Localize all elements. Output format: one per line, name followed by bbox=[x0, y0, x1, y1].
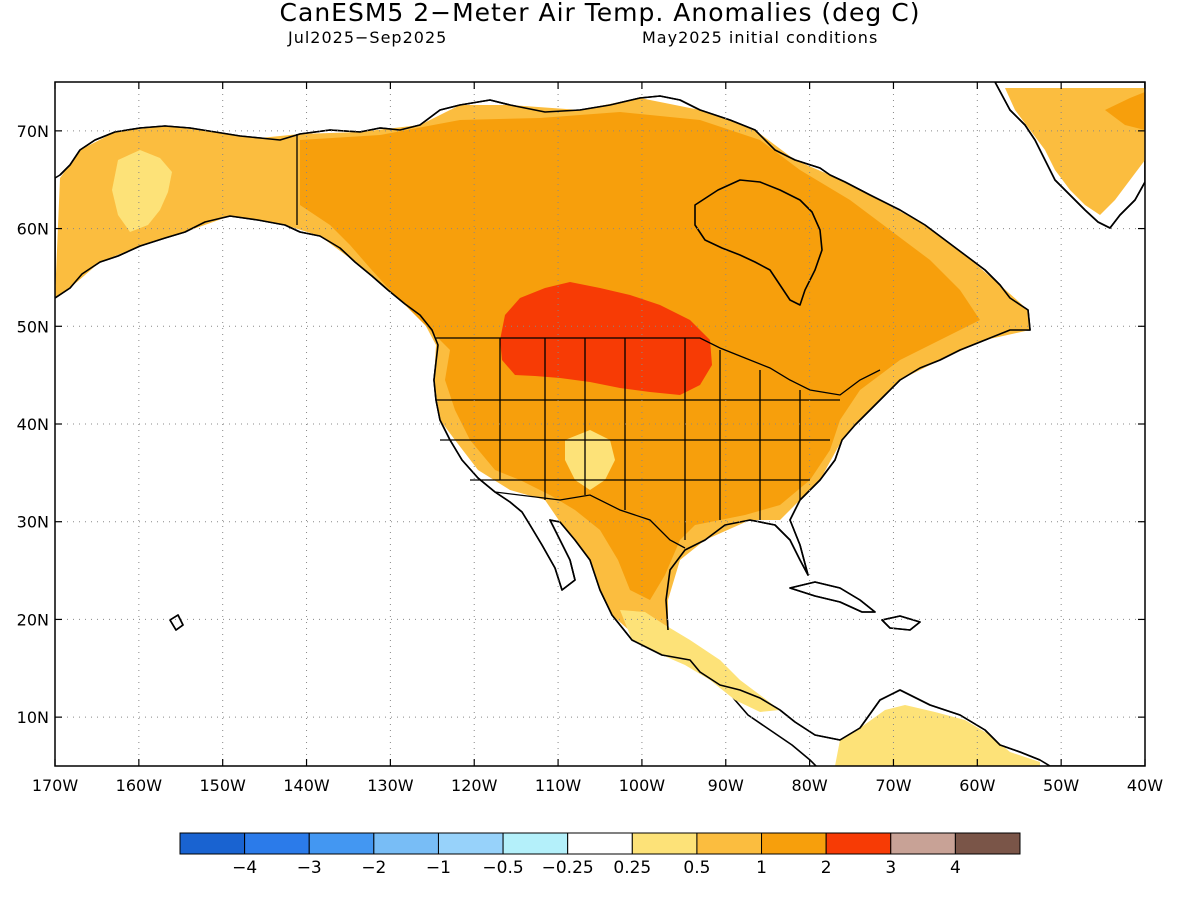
lat-tick-label: 30N bbox=[17, 513, 49, 532]
anomaly-0.25-0.5-southwest bbox=[565, 430, 615, 490]
lon-tick-label: 140W bbox=[283, 776, 330, 795]
anomaly-0.25-0.5-central-america bbox=[620, 610, 780, 712]
lon-tick-label: 100W bbox=[619, 776, 666, 795]
colorbar-swatch bbox=[954, 832, 1021, 855]
lon-tick-label: 150W bbox=[200, 776, 247, 795]
colorbar-swatch bbox=[244, 832, 310, 855]
anomaly-1-2-greenland bbox=[1105, 92, 1145, 130]
lat-tick-label: 40N bbox=[17, 415, 49, 434]
colorbar-label: 1 bbox=[756, 858, 767, 878]
colorbar-label: −0.5 bbox=[482, 858, 523, 878]
lon-tick-label: 60W bbox=[959, 776, 995, 795]
lon-tick-label: 70W bbox=[875, 776, 911, 795]
colorbar-label: 0.5 bbox=[683, 858, 710, 878]
colorbar-label: −2 bbox=[361, 858, 386, 878]
lon-tick-label: 160W bbox=[116, 776, 163, 795]
anomaly-shading bbox=[55, 88, 1145, 766]
lon-tick-label: 90W bbox=[708, 776, 744, 795]
colorbar-swatch bbox=[890, 832, 956, 855]
lon-tick-label: 40W bbox=[1127, 776, 1163, 795]
anomaly-0.5-1-greenland bbox=[1005, 88, 1145, 215]
forecast-period: Jul2025−Sep2025 bbox=[288, 28, 448, 47]
map-title: CanESM5 2−Meter Air Temp. Anomalies (deg… bbox=[279, 0, 921, 27]
anomaly-0.25-0.5-alaska bbox=[112, 150, 172, 232]
colorbar-swatch bbox=[825, 832, 892, 855]
lon-tick-label: 80W bbox=[792, 776, 828, 795]
colorbar-swatch bbox=[631, 832, 698, 855]
lat-tick-label: 70N bbox=[17, 122, 49, 141]
colorbar-label: 2 bbox=[821, 858, 832, 878]
lon-tick-label: 130W bbox=[367, 776, 414, 795]
lat-tick-label: 50N bbox=[17, 317, 49, 336]
colorbar-swatch bbox=[502, 832, 569, 855]
colorbar-swatch bbox=[179, 832, 246, 855]
latitude-labels: 10N 20N 30N 40N 50N 60N 70N bbox=[17, 122, 49, 727]
us-mexico-border bbox=[494, 491, 686, 549]
lat-tick-label: 20N bbox=[17, 610, 49, 629]
colorbar-label: 0.25 bbox=[613, 858, 651, 878]
colorbar-swatch bbox=[567, 832, 633, 855]
initial-conditions: May2025 initial conditions bbox=[642, 28, 879, 47]
colorbar-labels: −4 −3 −2 −1 −0.5 −0.25 0.25 0.5 1 2 3 4 bbox=[232, 858, 961, 878]
colorbar-label: 3 bbox=[885, 858, 896, 878]
lat-lon-grid bbox=[55, 82, 1145, 766]
anomaly-0.25-0.5-venezuela bbox=[835, 705, 1040, 766]
us-canada-border bbox=[436, 337, 881, 396]
colorbar-swatch bbox=[373, 832, 439, 855]
colorbar-swatch bbox=[761, 832, 827, 855]
colorbar-swatch bbox=[696, 832, 763, 855]
lon-tick-label: 120W bbox=[451, 776, 498, 795]
lon-tick-label: 170W bbox=[32, 776, 79, 795]
colorbar-label: −4 bbox=[232, 858, 257, 878]
colorbar-swatch bbox=[437, 832, 504, 855]
colorbar-label: −1 bbox=[426, 858, 451, 878]
colorbar-swatch bbox=[308, 832, 375, 855]
lat-tick-label: 10N bbox=[17, 708, 49, 727]
colorbar-label: −0.25 bbox=[542, 858, 594, 878]
colorbar-label: 4 bbox=[950, 858, 961, 878]
lon-tick-label: 110W bbox=[535, 776, 582, 795]
lon-tick-label: 50W bbox=[1043, 776, 1079, 795]
axis-ticks bbox=[54, 82, 1146, 766]
longitude-labels: 170W 160W 150W 140W 130W 120W 110W 100W 90W 80W 70… bbox=[32, 776, 1163, 795]
lat-tick-label: 60N bbox=[17, 220, 49, 239]
colorbar bbox=[179, 832, 1021, 855]
colorbar-label: −3 bbox=[297, 858, 322, 878]
